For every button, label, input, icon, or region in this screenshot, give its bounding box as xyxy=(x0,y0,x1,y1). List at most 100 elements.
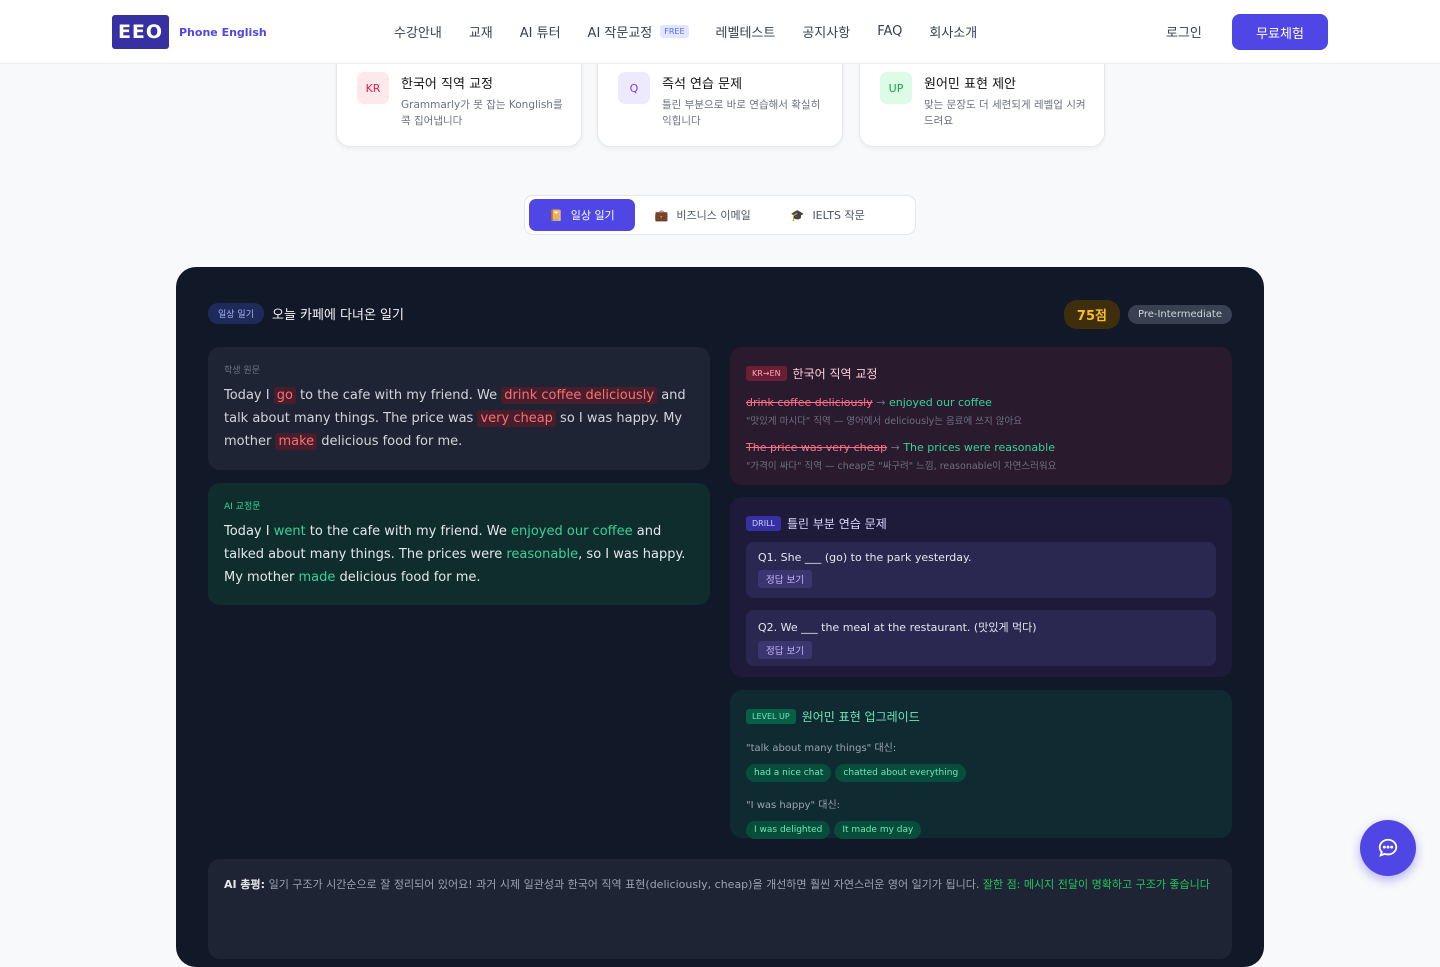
free-trial-button[interactable]: 무료체험 xyxy=(1232,14,1328,50)
konglish-box: KR→EN 한국어 직역 교정 drink coffee deliciously … xyxy=(730,347,1232,485)
wrong-phrase: The price was very cheap xyxy=(746,441,888,454)
right-phrase: enjoyed our coffee xyxy=(888,396,992,409)
text-segment: delicious food for me. xyxy=(335,570,481,585)
feature-icon: Q xyxy=(618,72,650,104)
correction-note: "맛있게 마시다" 직역 — 영어에서 deliciously는 음료에 쓰지 … xyxy=(746,416,1022,427)
text-segment: delicious food for me. xyxy=(317,434,463,449)
original-text-box: 학생 원문 Today I go to the cafe with my fri… xyxy=(208,347,710,470)
feature-title: 즉석 연습 문제 xyxy=(662,77,743,92)
upgrade-label: "I was happy" 대신: xyxy=(746,800,841,811)
highlight: very cheap xyxy=(477,410,556,427)
score-badge: 75점 xyxy=(1063,300,1120,329)
text-segment: Today I xyxy=(224,388,274,403)
arrow-icon: → xyxy=(876,396,886,409)
highlight: reasonable xyxy=(506,547,579,562)
box-title: 틀린 부분 연습 문제 xyxy=(787,517,887,531)
original-text: Today I go to the cafe with my friend. W… xyxy=(224,384,694,453)
box-title: 원어민 표현 업그레이드 xyxy=(801,710,920,724)
highlight: went xyxy=(273,524,306,539)
nav-ai-writing[interactable]: AI 작문교정 FREE xyxy=(588,22,689,41)
nav-notice[interactable]: 공지사항 xyxy=(802,26,851,41)
summary-strength: 잘한 점: 메시지 전달이 명확하고 구조가 좋습니다 xyxy=(982,878,1210,891)
suggestion-chip[interactable]: had a nice chat xyxy=(746,764,832,782)
feature-icon: UP xyxy=(880,72,912,104)
upgrade-label: "talk about many things" 대신: xyxy=(746,743,897,754)
correction-item: drink coffee deliciously → enjoyed our c… xyxy=(746,396,1216,427)
graduation-cap-icon: 🎓 xyxy=(790,208,805,222)
briefcase-icon: 💼 xyxy=(654,208,669,222)
text-segment: and talked about many things. The prices… xyxy=(224,524,662,562)
feature-title: 원어민 표현 제안 xyxy=(924,77,1016,92)
nav-faq[interactable]: FAQ xyxy=(877,24,903,39)
drill-box: DRILL 틀린 부분 연습 문제 Q1. She ___ (go) to the… xyxy=(730,497,1232,677)
drill-tag: DRILL xyxy=(746,516,781,531)
text-segment: to the cafe with my friend. We xyxy=(305,524,511,539)
tab-business-email[interactable]: 💼 비즈니스 이메일 xyxy=(635,199,771,231)
show-answer-button[interactable]: 정답 보기 xyxy=(758,570,812,588)
arrow-icon: → xyxy=(890,441,900,454)
highlight: go xyxy=(273,387,296,404)
nav-about[interactable]: 회사소개 xyxy=(929,26,978,41)
show-answer-button[interactable]: 정답 보기 xyxy=(758,641,812,659)
tab-ielts[interactable]: 🎓 IELTS 작문 xyxy=(771,199,885,231)
feature-desc: 틀린 부분으로 바로 연습해서 확실히 익힙니다 xyxy=(662,99,821,127)
level-up-box: LEVEL UP 원어민 표현 업그레이드 "talk about many th… xyxy=(730,690,1232,839)
nav-level-test[interactable]: 레벨테스트 xyxy=(715,26,776,41)
suggestion-chip[interactable]: chatted about everything xyxy=(835,764,967,782)
drill-question: Q1. She ___ (go) to the park yesterday. 정… xyxy=(746,542,1216,598)
feature-desc: Grammarly가 못 잡는 Konglish를 콕 집어냅니다 xyxy=(401,99,563,127)
feature-title: 한국어 직역 교정 xyxy=(401,77,493,92)
box-title: 한국어 직역 교정 xyxy=(792,367,878,381)
demo-panel: 일상 일기 오늘 카페에 다녀온 일기 75점 Pre-Intermediate… xyxy=(176,267,1264,967)
level-badge: Pre-Intermediate xyxy=(1127,305,1232,324)
nav-courses[interactable]: 수강안내 xyxy=(394,26,442,41)
summary-text: 일기 구조가 시간순으로 잘 정리되어 있어요! 과거 시제 일관성과 한국어 … xyxy=(265,878,983,891)
category-badge: 일상 일기 xyxy=(208,303,264,324)
free-badge: FREE xyxy=(660,25,689,38)
tab-label: 일상 일기 xyxy=(570,209,615,222)
text-segment: , so I was happy. My mother xyxy=(224,547,686,585)
logo[interactable]: EEO xyxy=(112,15,169,49)
nav-label: AI 작문교정 xyxy=(587,26,653,41)
question-text: Q2. We ___ the meal at the restaurant. (… xyxy=(758,621,1037,634)
highlight: made xyxy=(298,570,336,585)
tab-daily-diary[interactable]: 📔 일상 일기 xyxy=(529,199,635,231)
chat-bubble-icon xyxy=(1378,838,1398,857)
highlight: make xyxy=(275,433,318,450)
correction-item: The price was very cheap → The prices we… xyxy=(746,441,1216,472)
summary-label: AI 총평: xyxy=(224,878,266,891)
text-segment: Today I xyxy=(224,524,274,539)
right-phrase: The prices were reasonable xyxy=(903,441,1055,454)
correction-note: "가격이 싸다" 직역 — cheap은 "싸구려" 느낌, reasonabl… xyxy=(746,461,1057,472)
feature-desc: 맞는 문장도 더 세련되게 레벨업 시켜드려요 xyxy=(924,99,1086,127)
text-segment: and talk about many things. The price wa… xyxy=(224,388,686,426)
corrected-text-box: AI 교정문 Today I went to the cafe with my … xyxy=(208,483,710,605)
kr-en-tag: KR→EN xyxy=(746,366,787,381)
suggestion-chip[interactable]: I was delighted xyxy=(746,821,831,839)
suggestion-chip[interactable]: It made my day xyxy=(834,821,922,839)
nav-ai-tutor[interactable]: AI 튜터 xyxy=(519,26,561,41)
diary-icon: 📔 xyxy=(549,208,563,222)
wrong-phrase: drink coffee deliciously xyxy=(746,396,873,409)
tab-label: IELTS 작문 xyxy=(812,209,865,222)
text-segment: so I was happy. My mother xyxy=(224,411,683,449)
ai-summary: AI 총평: 일기 구조가 시간순으로 잘 정리되어 있어요! 과거 시제 일관… xyxy=(208,859,1232,959)
nav-materials[interactable]: 교재 xyxy=(468,26,493,41)
feature-icon: KR xyxy=(357,72,389,104)
chat-button[interactable] xyxy=(1360,820,1416,876)
section-label: AI 교정문 xyxy=(224,502,261,512)
question-text: Q1. She ___ (go) to the park yesterday. xyxy=(758,551,972,564)
login-link[interactable]: 로그인 xyxy=(1166,26,1202,41)
corrected-text: Today I went to the cafe with my friend.… xyxy=(224,520,694,589)
drill-question: Q2. We ___ the meal at the restaurant. (… xyxy=(746,610,1216,666)
header: EEO Phone English 수강안내 교재 AI 튜터 AI 작문교정 F… xyxy=(0,0,1440,64)
main-nav: 수강안내 교재 AI 튜터 AI 작문교정 FREE 레벨테스트 공지사항 FAQ… xyxy=(394,22,977,41)
brand-name[interactable]: Phone English xyxy=(179,26,267,39)
writing-type-tabs: 📔 일상 일기 💼 비즈니스 이메일 🎓 IELTS 작문 xyxy=(524,195,916,235)
level-up-tag: LEVEL UP xyxy=(746,709,796,724)
text-segment: to the cafe with my friend. We xyxy=(295,388,502,403)
section-label: 학생 원문 xyxy=(224,366,260,376)
highlight: drink coffee deliciously xyxy=(501,387,658,404)
entry-title: 오늘 카페에 다녀온 일기 xyxy=(271,308,404,323)
highlight: enjoyed our coffee xyxy=(511,524,633,539)
